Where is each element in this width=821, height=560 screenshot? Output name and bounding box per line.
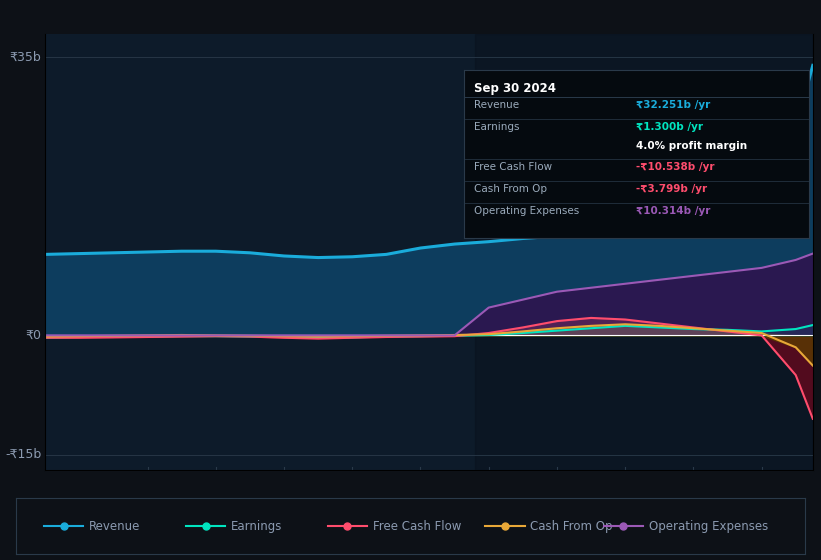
- Text: Sep 30 2024: Sep 30 2024: [475, 82, 556, 95]
- Text: Cash From Op: Cash From Op: [530, 520, 612, 533]
- Text: 2022: 2022: [609, 501, 641, 514]
- Text: Earnings: Earnings: [231, 520, 282, 533]
- Text: Revenue: Revenue: [89, 520, 140, 533]
- Text: 2016: 2016: [200, 501, 232, 514]
- Text: Cash From Op: Cash From Op: [475, 184, 548, 194]
- Text: 2015: 2015: [131, 501, 163, 514]
- Text: Operating Expenses: Operating Expenses: [649, 520, 768, 533]
- Text: 2020: 2020: [473, 501, 505, 514]
- Text: ₹35b: ₹35b: [10, 51, 41, 64]
- Text: ₹0: ₹0: [25, 329, 41, 342]
- Text: 2023: 2023: [677, 501, 709, 514]
- Text: ₹32.251b /yr: ₹32.251b /yr: [636, 100, 710, 110]
- Text: Revenue: Revenue: [475, 100, 520, 110]
- Text: 4.0% profit margin: 4.0% profit margin: [636, 141, 747, 151]
- Text: Free Cash Flow: Free Cash Flow: [373, 520, 461, 533]
- Text: ₹1.300b /yr: ₹1.300b /yr: [636, 122, 704, 132]
- Text: -₹3.799b /yr: -₹3.799b /yr: [636, 184, 708, 194]
- Text: -₹15b: -₹15b: [5, 448, 41, 461]
- Text: Earnings: Earnings: [475, 122, 520, 132]
- Text: 2019: 2019: [405, 501, 436, 514]
- Text: 2018: 2018: [337, 501, 368, 514]
- Text: Operating Expenses: Operating Expenses: [475, 206, 580, 216]
- Text: Free Cash Flow: Free Cash Flow: [475, 162, 553, 172]
- Bar: [475, 34, 813, 470]
- Text: 2021: 2021: [541, 501, 573, 514]
- Text: -₹10.538b /yr: -₹10.538b /yr: [636, 162, 715, 172]
- Text: 2024: 2024: [745, 501, 777, 514]
- Text: 2017: 2017: [268, 501, 300, 514]
- Text: ₹10.314b /yr: ₹10.314b /yr: [636, 206, 711, 216]
